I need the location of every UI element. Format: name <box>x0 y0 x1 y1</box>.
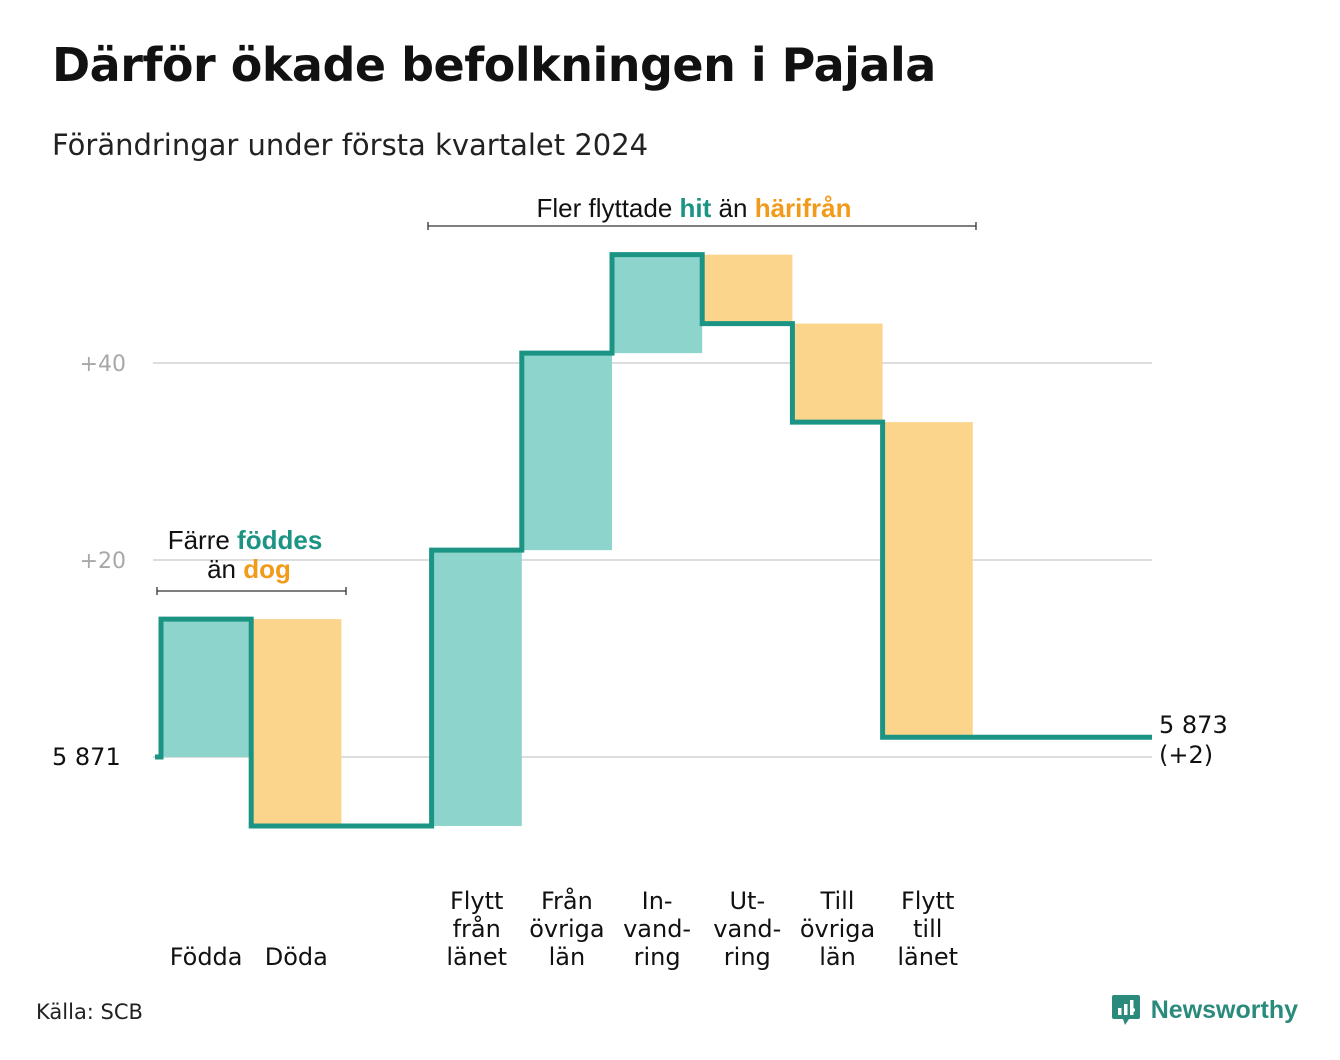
source-note: Källa: SCB <box>36 1000 143 1024</box>
category-label: övriga <box>800 915 875 943</box>
category-label: Döda <box>265 943 328 971</box>
category-label: län <box>819 943 856 971</box>
category-label: länet <box>446 943 507 971</box>
category-label: ring <box>634 943 681 971</box>
increase-bar <box>161 619 252 757</box>
category-label: Från <box>541 886 593 915</box>
brand-name: Newsworthy <box>1150 995 1298 1024</box>
line-layer <box>155 252 1152 829</box>
category-label: län <box>549 943 586 971</box>
end-value-label: 5 873 <box>1159 711 1228 739</box>
increase-bar <box>612 254 703 354</box>
newsworthy-logo-icon <box>1111 995 1140 1025</box>
category-label: vand- <box>623 915 691 943</box>
births-annotation-line2: än dog <box>207 554 291 584</box>
increase-bar <box>431 550 522 826</box>
migration-annotation: Fler flyttade hit än härifrån <box>536 193 851 223</box>
decrease-bar <box>792 323 883 423</box>
decrease-bar <box>702 254 793 324</box>
category-label: In- <box>642 887 673 915</box>
brand-logo[interactable]: Newsworthy <box>1111 993 1298 1027</box>
decrease-bar <box>251 619 342 826</box>
cumulative-step-line <box>155 252 1152 829</box>
category-label: Till <box>820 887 855 915</box>
increase-bar <box>521 353 612 551</box>
decrease-bar <box>882 422 973 738</box>
chart-subtitle: Förändringar under första kvartalet 2024 <box>52 128 649 162</box>
bar-layer <box>161 254 973 826</box>
category-label: länet <box>897 943 958 971</box>
category-label: övriga <box>529 915 604 943</box>
category-label: från <box>453 914 501 943</box>
category-label: Ut- <box>729 887 765 915</box>
category-label: ring <box>724 943 771 971</box>
y-tick-label: +40 <box>80 352 126 377</box>
end-change-label: (+2) <box>1159 741 1213 769</box>
births-annotation-line1: Färre föddes <box>168 525 323 555</box>
category-label: Flytt <box>901 887 955 915</box>
category-label: Födda <box>170 943 243 971</box>
category-label: till <box>913 915 942 943</box>
chart-title: Därför ökade befolkningen i Pajala <box>52 38 936 92</box>
start-value-label: 5 871 <box>52 743 121 771</box>
category-label: vand- <box>713 915 781 943</box>
category-label: Flytt <box>450 887 504 915</box>
y-tick-label: +20 <box>80 549 126 574</box>
